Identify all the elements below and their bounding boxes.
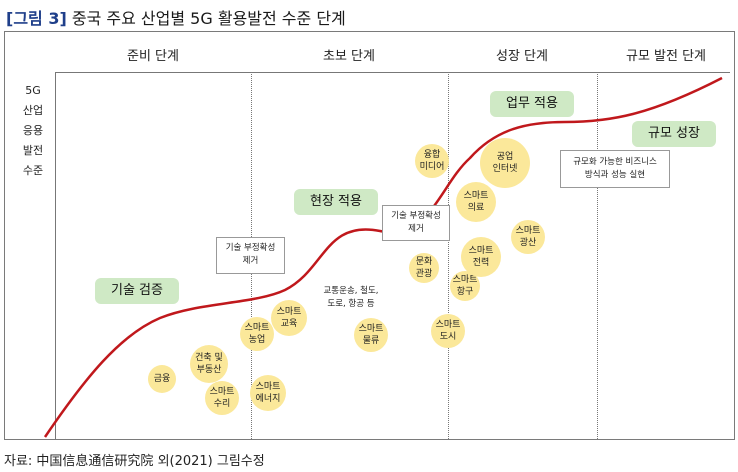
figure-label: [그림 3] [6, 9, 67, 28]
bubble-industrial-internet: 공업 인터넷 [480, 138, 530, 188]
bubble-media-convergence: 융합 미디어 [415, 144, 449, 178]
stage-box-tech-verification: 기술 검증 [95, 278, 179, 304]
bubble-smart-agriculture: 스마트 농업 [240, 317, 274, 351]
phase-label-initial: 초보 단계 [323, 49, 375, 64]
bubble-smart-water: 스마트 수리 [205, 381, 239, 415]
source-caption: 자료: 中国信息通信研究院 외(2021) 그림수정 [4, 454, 265, 469]
note-box-1: 기술 부정확성 제거 [216, 237, 285, 274]
stage-box-scale-growth: 규모 성장 [632, 121, 716, 147]
top-axis-line [55, 72, 730, 73]
figure-title-text: 중국 주요 산업별 5G 활용발전 수준 단계 [71, 9, 346, 28]
figure-title: [그림 3] 중국 주요 산업별 5G 활용발전 수준 단계 [6, 5, 346, 29]
bubble-smart-logistics: 스마트 물류 [354, 318, 388, 352]
transport-label: 교통운송, 철도, 도로, 항공 등 [323, 286, 379, 309]
bubble-smart-power: 스마트 전력 [461, 237, 501, 277]
stage-box-field-application: 현장 적용 [294, 189, 378, 215]
y-axis-line [55, 72, 56, 439]
y-axis-label: 5G 산업 응용 발전 수준 [22, 84, 44, 177]
phase-divider-3 [597, 74, 598, 439]
stage-box-business-application: 업무 적용 [490, 91, 574, 117]
note-box-3: 규모화 가능한 비즈니스 방식과 성능 실현 [560, 150, 670, 188]
diagram-frame [4, 31, 735, 440]
note-box-2: 기술 부정확성 제거 [382, 205, 450, 241]
phase-divider-2 [448, 74, 449, 439]
bubble-smart-healthcare: 스마트 의료 [456, 182, 496, 222]
phase-label-growth: 성장 단계 [496, 49, 548, 64]
bubble-smart-energy: 스마트 에너지 [250, 375, 286, 411]
bubble-culture-tourism: 문화 관광 [409, 253, 439, 283]
bubble-smart-mining: 스마트 광산 [511, 220, 545, 254]
phase-label-prep: 준비 단계 [127, 49, 179, 64]
bubble-smart-education: 스마트 교육 [271, 300, 307, 336]
bubble-construction: 건축 및 부동산 [190, 345, 228, 383]
bubble-finance: 금융 [148, 365, 176, 393]
growth-curve [43, 76, 723, 438]
bubble-smart-city: 스마트 도시 [431, 314, 465, 348]
phase-label-scale: 규모 발전 단계 [625, 49, 707, 64]
